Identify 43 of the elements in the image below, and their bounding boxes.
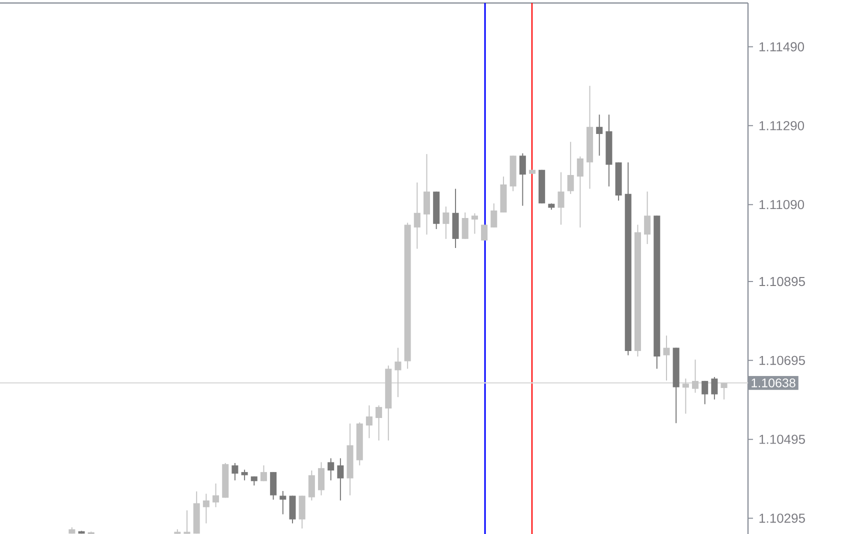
y-tick-label: 1.10695	[760, 356, 805, 366]
y-tick-label: 1.10495	[760, 434, 805, 444]
candlestick	[481, 224, 488, 241]
candlestick	[423, 154, 430, 236]
ref-line-label: 1.10638	[752, 378, 796, 388]
candlestick	[260, 464, 267, 482]
candlestick	[596, 114, 603, 156]
candlestick	[567, 141, 574, 194]
candlestick	[202, 493, 210, 524]
candlestick	[462, 212, 468, 240]
candlestick	[692, 359, 699, 394]
candlestick	[519, 152, 526, 206]
candlestick	[289, 495, 296, 524]
y-tick-label: 1.11090	[760, 200, 804, 210]
candlestick	[308, 470, 315, 501]
candlestick	[558, 172, 564, 226]
candlestick	[376, 404, 382, 441]
candlestick	[394, 347, 402, 398]
candlestick	[414, 182, 420, 250]
candlestick	[328, 458, 334, 481]
candlestick	[682, 378, 689, 414]
candlestick	[490, 202, 498, 228]
candlestick	[702, 380, 708, 405]
candlestick	[366, 404, 372, 439]
candlestick	[442, 206, 450, 240]
y-tick-label: 1.10295	[760, 514, 805, 523]
candlestick	[298, 495, 306, 529]
y-tick-label: 1.10895	[760, 276, 805, 286]
candlestick	[576, 156, 584, 228]
y-tick-label: 1.11490	[760, 42, 804, 52]
candlestick	[280, 490, 286, 515]
candlestick	[471, 212, 478, 234]
candlestick	[644, 191, 651, 245]
candlestick	[270, 472, 277, 500]
candlestick	[241, 469, 248, 481]
candlestick	[711, 376, 718, 400]
candlestick	[318, 462, 325, 496]
y-tick-label: 1.11290	[760, 121, 804, 130]
candlestick	[663, 335, 670, 382]
candlestick	[720, 382, 728, 400]
candlestick	[337, 458, 344, 501]
candlestick	[232, 462, 238, 481]
candlestick	[212, 483, 220, 508]
